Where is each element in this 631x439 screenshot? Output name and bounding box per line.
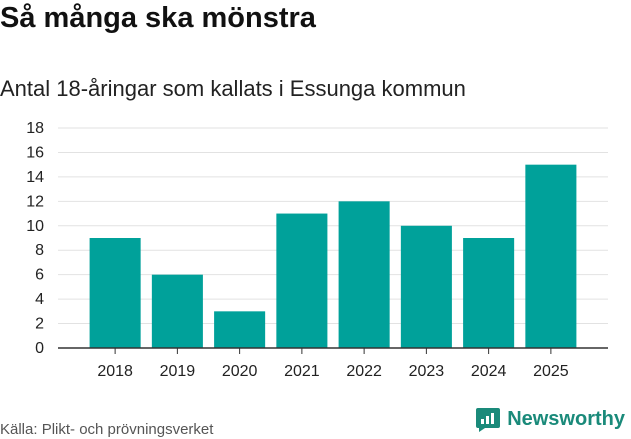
y-tick-label: 18	[26, 120, 44, 137]
x-tick-label: 2025	[533, 363, 569, 380]
y-tick-label: 16	[26, 144, 44, 161]
brand-logo[interactable]: Newsworthy	[475, 406, 625, 432]
y-tick-label: 12	[26, 193, 44, 210]
x-tick-label: 2021	[284, 363, 320, 380]
y-tick-label: 0	[35, 340, 44, 357]
bars	[89, 164, 577, 348]
y-tick-label: 4	[35, 291, 44, 308]
y-tick-label: 14	[26, 169, 44, 186]
source-note: Källa: Plikt- och prövningsverket	[0, 421, 214, 438]
x-tick-label: 2023	[409, 363, 445, 380]
chart-subtitle: Antal 18-åringar som kallats i Essunga k…	[0, 76, 466, 101]
axes: 0 2 4 6 8 10 12 14 16 18 2018 2019 2020 2021 2022 2023 2…	[26, 120, 608, 380]
x-tick-label: 2022	[346, 363, 382, 380]
x-tick-label: 2019	[160, 363, 196, 380]
y-tick-label: 6	[35, 267, 44, 284]
brand-name: Newsworthy	[507, 407, 625, 430]
y-tick-label: 2	[35, 316, 44, 333]
bar-2025[interactable]	[525, 164, 577, 348]
chart-title: Så många ska mönstra	[0, 2, 316, 34]
bar-2020[interactable]	[214, 311, 266, 348]
y-tick-label: 8	[35, 242, 44, 259]
bar-2023[interactable]	[400, 225, 452, 348]
newsworthy-logo-icon	[476, 408, 501, 432]
y-tick-label: 10	[26, 218, 44, 235]
bar-2022[interactable]	[338, 201, 390, 348]
bar-2019[interactable]	[151, 274, 203, 348]
bar-2024[interactable]	[463, 238, 515, 348]
bar-2021[interactable]	[276, 213, 328, 348]
x-tick-label: 2018	[97, 363, 133, 380]
bar-2018[interactable]	[89, 238, 141, 348]
x-tick-label: 2024	[471, 363, 507, 380]
grid-lines	[58, 127, 608, 325]
x-tick-label: 2020	[222, 363, 258, 380]
